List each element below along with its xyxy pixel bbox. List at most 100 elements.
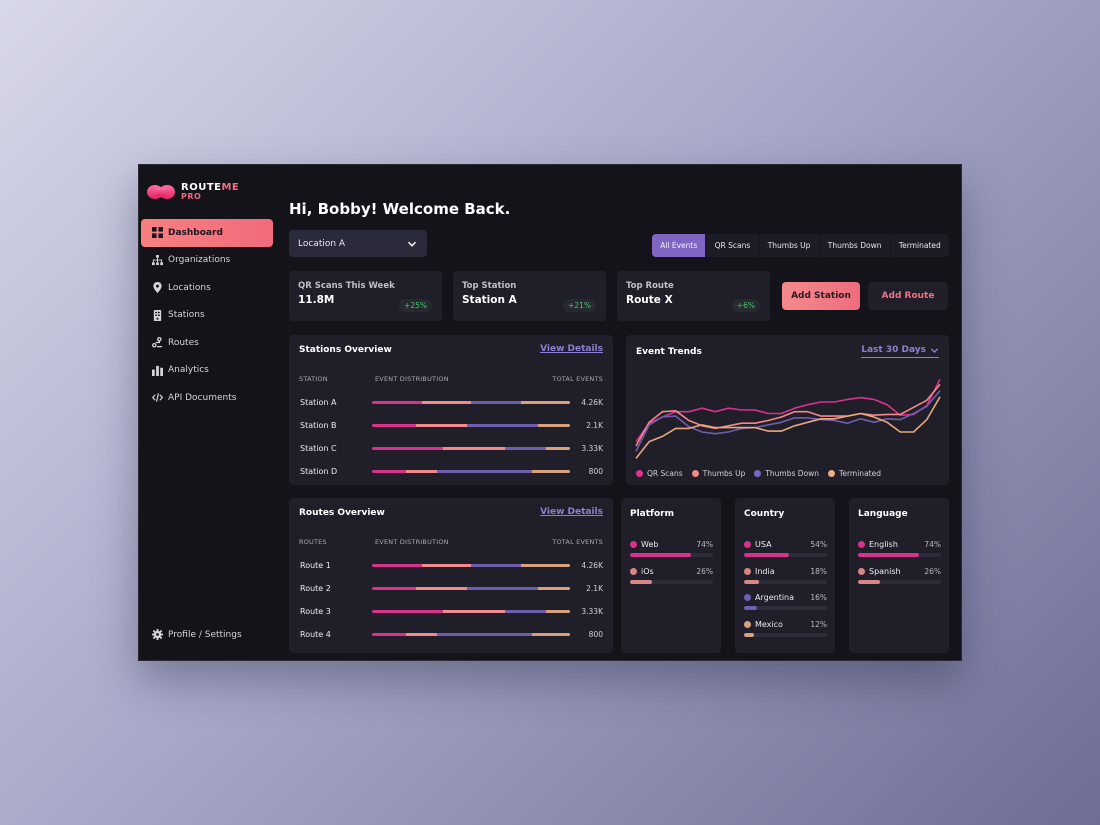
sidebar-item-api-documents[interactable]: API Documents: [141, 384, 273, 412]
stat-label: Top Station: [462, 281, 517, 291]
breakdown-item: Web 74%: [630, 540, 713, 560]
column-header: EVENT DISTRIBUTION: [375, 538, 449, 546]
sidebar-item-label: Routes: [168, 337, 199, 348]
breakdown-percent: 18%: [810, 566, 827, 576]
table-row[interactable]: Route 2 2.1K: [299, 583, 603, 595]
chart-legend: QR Scans Thumbs Up Thumbs Down Terminate…: [636, 469, 890, 478]
sidebar: ROUTEME PRO Dashboard Organizations Loca…: [139, 165, 279, 660]
table-row[interactable]: Station B 2.1K: [299, 420, 603, 432]
bar-segment: [532, 633, 570, 636]
bar-segment: [405, 470, 438, 473]
location-select[interactable]: Location A: [289, 230, 427, 257]
chart-line: [635, 396, 941, 459]
column-header: STATION: [299, 375, 328, 383]
add-route-button[interactable]: Add Route: [868, 282, 948, 310]
table-row[interactable]: Station C 3.33K: [299, 443, 603, 455]
grid-icon: [152, 227, 163, 239]
legend-dot-icon: [744, 541, 751, 548]
change-badge: +21%: [563, 299, 596, 312]
table-row[interactable]: Route 1 4.26K: [299, 560, 603, 572]
sidebar-item-stations[interactable]: Stations: [141, 302, 273, 330]
table-row[interactable]: Route 4 800: [299, 629, 603, 641]
sidebar-item-label: Dashboard: [168, 227, 223, 238]
column-header: TOTAL EVENTS: [552, 375, 603, 383]
breakdown-percent: 12%: [810, 619, 827, 629]
tab-thumbs-down[interactable]: Thumbs Down: [818, 234, 890, 257]
column-header: ROUTES: [299, 538, 327, 546]
row-name: Route 4: [300, 630, 331, 639]
org-chart-icon: [152, 254, 163, 266]
platform-panel: Platform Web 74% iOs 26%: [621, 498, 721, 653]
bar-segment: [443, 610, 505, 613]
stat-value: Station A: [462, 294, 517, 306]
bar-segment: [520, 564, 570, 567]
panel-title: Routes Overview: [299, 508, 385, 518]
legend-dot-icon: [858, 541, 865, 548]
bar-segment: [437, 633, 533, 636]
progress-track: [744, 632, 827, 637]
gear-icon: [152, 629, 163, 640]
column-header: EVENT DISTRIBUTION: [375, 375, 449, 383]
breakdown-label: Argentina: [755, 593, 795, 602]
legend-item-qr-scans: QR Scans: [636, 469, 683, 478]
table-row[interactable]: Station D 800: [299, 466, 603, 478]
date-range-select[interactable]: Last 30 Days: [861, 345, 939, 358]
breakdown-item: Spanish 26%: [858, 567, 941, 587]
stat-value: 11.8M: [298, 294, 335, 306]
progress-fill: [858, 553, 920, 557]
event-distribution-bar: [372, 424, 570, 427]
sidebar-item-analytics[interactable]: Analytics: [141, 357, 273, 385]
breakdown-item: iOs 26%: [630, 567, 713, 587]
event-trends-panel: Event Trends Last 30 Days QR Scans Thumb…: [626, 335, 949, 485]
change-badge: +25%: [399, 299, 432, 312]
progress-track: [744, 606, 827, 610]
chart-line: [635, 390, 941, 452]
row-total: 2.1K: [586, 421, 603, 430]
route-icon: [152, 337, 163, 348]
bar-segment: [415, 424, 468, 427]
chart-line: [635, 378, 941, 443]
bar-segment: [520, 401, 570, 404]
view-details-link[interactable]: View Details: [540, 507, 603, 517]
bar-segment: [372, 424, 416, 427]
bar-segment: [532, 470, 570, 473]
row-total: 4.26K: [581, 398, 603, 407]
tab-all-events[interactable]: All Events: [652, 234, 706, 257]
table-row[interactable]: Route 3 3.33K: [299, 606, 603, 618]
breakdown-label: Spanish: [869, 566, 901, 576]
bar-segment: [538, 424, 570, 427]
progress-track: [630, 553, 713, 557]
stat-card-top-station: Top Station Station A +21%: [453, 271, 606, 321]
breakdown-percent: 26%: [924, 566, 941, 576]
legend-dot-icon: [630, 567, 637, 575]
row-total: 3.33K: [581, 444, 603, 453]
map-pin-icon: [152, 282, 163, 294]
bar-segment: [546, 610, 570, 613]
table-row[interactable]: Station A 4.26K: [299, 397, 603, 409]
language-panel: Language English 74% Spanish 26%: [849, 498, 949, 653]
bar-segment: [372, 401, 422, 404]
breakdown-item: Mexico 12%: [744, 620, 827, 640]
sidebar-item-organizations[interactable]: Organizations: [141, 247, 273, 275]
sidebar-item-locations[interactable]: Locations: [141, 274, 273, 302]
tab-terminated[interactable]: Terminated: [889, 234, 949, 257]
sidebar-item-routes[interactable]: Routes: [141, 329, 273, 357]
view-details-link[interactable]: View Details: [540, 344, 603, 354]
row-total: 3.33K: [581, 607, 603, 616]
row-total: 2.1K: [586, 584, 603, 593]
tab-qr-scans[interactable]: QR Scans: [705, 234, 758, 257]
country-panel: Country USA 54% India 18% Argentina 16% Mexico…: [735, 498, 835, 653]
bar-segment: [372, 610, 444, 613]
progress-track: [858, 579, 941, 584]
date-range-value: Last 30 Days: [861, 345, 926, 355]
chart-line: [635, 383, 941, 447]
tab-thumbs-up[interactable]: Thumbs Up: [758, 234, 819, 257]
profile-settings-link[interactable]: Profile / Settings: [152, 629, 242, 640]
page-title: Hi, Bobby! Welcome Back.: [289, 200, 511, 218]
sidebar-item-dashboard[interactable]: Dashboard: [141, 219, 273, 247]
breakdown-percent: 74%: [696, 540, 713, 549]
station-icon: [152, 309, 163, 321]
bar-segment: [538, 587, 570, 590]
progress-fill: [744, 606, 758, 610]
add-station-button[interactable]: Add Station: [782, 282, 860, 310]
